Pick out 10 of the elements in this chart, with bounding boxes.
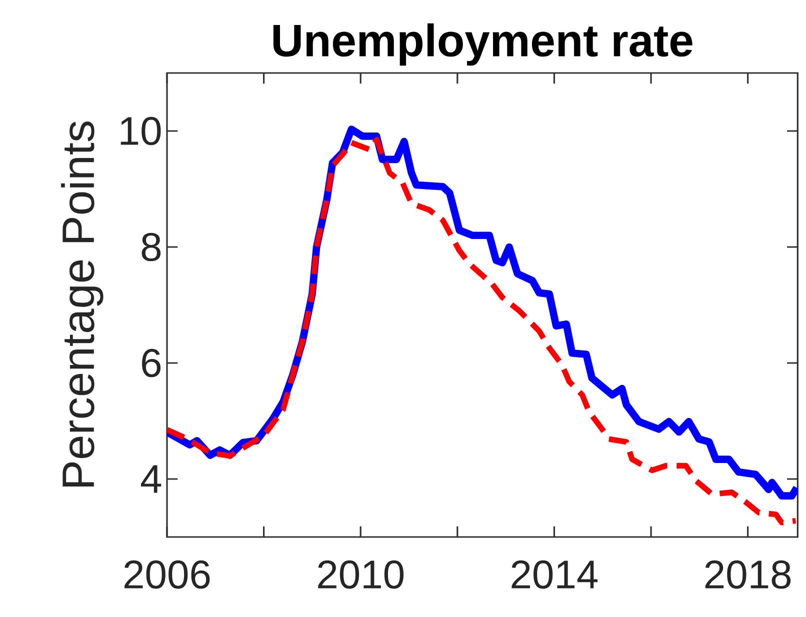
x-tick-label: 2014 [512, 560, 598, 589]
x-tick-label: 2010 [318, 560, 404, 589]
y-tick-label: 6 [142, 348, 161, 378]
x-tick-label: 2006 [124, 560, 210, 589]
y-axis-title: Percentage Points [61, 121, 104, 487]
y-tick-label: 4 [140, 465, 162, 493]
y-tick-label: 8 [142, 232, 161, 262]
x-tick-label: 2018 [705, 560, 791, 589]
y-tick-label: 10 [120, 116, 161, 146]
chart-title: Unemployment rate [273, 23, 692, 66]
